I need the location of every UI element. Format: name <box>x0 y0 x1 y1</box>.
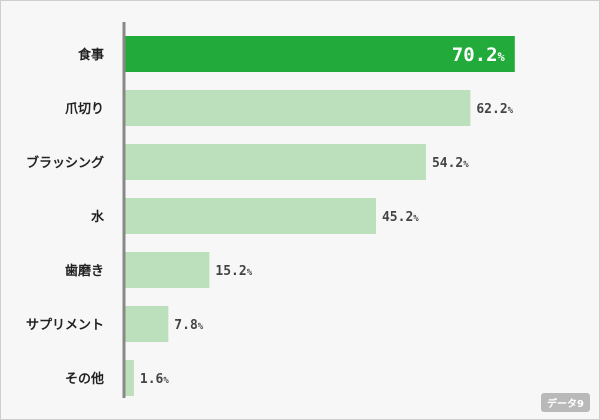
bar-2 <box>125 90 471 126</box>
value-label-3: 54.2% <box>432 156 469 171</box>
bar-6 <box>125 306 169 342</box>
category-label-4: 水 <box>91 209 105 225</box>
category-label-6: サプリメント <box>26 318 104 333</box>
bar-1 <box>125 36 515 72</box>
bar-4 <box>125 198 376 234</box>
value-label-2: 62.2% <box>476 102 513 117</box>
data-label-tag: データ9 <box>541 393 590 412</box>
value-label-5: 15.2% <box>215 264 252 279</box>
category-label-7: その他 <box>65 371 104 387</box>
category-label-1: 食事 <box>78 47 104 63</box>
value-label-1: 70.2% <box>452 44 506 66</box>
category-label-3: ブラッシング <box>26 155 104 171</box>
value-label-4: 45.2% <box>382 210 419 225</box>
bar-5 <box>125 252 210 288</box>
bar-7 <box>125 360 134 396</box>
value-label-6: 7.8% <box>174 318 203 333</box>
bar-3 <box>125 144 426 180</box>
category-label-5: 歯磨き <box>65 263 104 279</box>
value-label-7: 1.6% <box>140 372 169 387</box>
category-label-2: 爪切り <box>65 102 104 117</box>
